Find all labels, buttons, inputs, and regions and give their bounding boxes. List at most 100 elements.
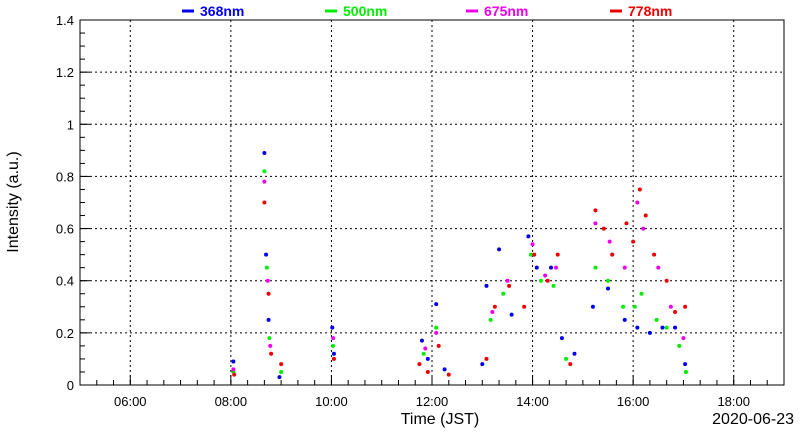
points-layer: [231, 150, 688, 380]
y-tick-label: 0.6: [56, 222, 74, 237]
data-point: [262, 169, 267, 174]
x-axis-title: Time (JST): [401, 411, 480, 428]
data-point: [647, 330, 652, 335]
data-point: [231, 359, 236, 364]
data-point: [532, 252, 537, 257]
data-point: [538, 278, 543, 283]
data-point: [559, 336, 564, 341]
data-point: [683, 304, 688, 309]
data-point: [624, 221, 629, 226]
data-point: [264, 265, 269, 270]
data-point: [664, 278, 669, 283]
data-point: [593, 221, 598, 226]
data-point: [484, 283, 489, 288]
x-tick-label: 18:00: [717, 394, 750, 409]
data-point: [269, 351, 274, 356]
y-tick-label: 0.2: [56, 326, 74, 341]
series-2: [231, 179, 686, 372]
data-point: [522, 304, 527, 309]
data-point: [549, 265, 554, 270]
x-tick-label: 12:00: [416, 394, 449, 409]
data-point: [231, 367, 236, 372]
data-point: [683, 362, 688, 367]
data-point: [331, 343, 336, 348]
data-point: [555, 252, 560, 257]
data-point: [279, 362, 284, 367]
legend-label: 368nm: [200, 3, 244, 19]
data-point: [551, 283, 556, 288]
data-point: [568, 362, 573, 367]
data-point: [593, 208, 598, 213]
data-point: [446, 372, 451, 377]
x-tick-label: 10:00: [315, 394, 348, 409]
data-point: [622, 265, 627, 270]
y-tick-label: 0.4: [56, 274, 74, 289]
data-point: [673, 310, 678, 314]
data-point: [268, 343, 273, 348]
data-point: [265, 278, 270, 283]
legend-label: 778nm: [628, 3, 672, 19]
data-point: [331, 336, 336, 341]
data-point: [606, 286, 610, 291]
series-0: [231, 150, 688, 380]
data-point: [534, 265, 539, 270]
data-point: [480, 362, 485, 367]
data-point: [639, 291, 644, 296]
data-point: [442, 367, 447, 372]
data-point: [554, 265, 559, 270]
data-point: [564, 356, 569, 361]
legend-label: 675nm: [484, 3, 528, 19]
data-point: [683, 369, 688, 374]
data-point: [656, 265, 661, 270]
ticks-layer: 06:00 08:00 10:00 12:00 14:00 16:00 18:00 0 0.2 0…: [56, 13, 785, 409]
data-point: [610, 252, 615, 257]
data-point: [635, 325, 640, 330]
x-tick-label: 16:00: [617, 394, 650, 409]
data-point: [530, 242, 535, 247]
data-point: [262, 150, 267, 155]
data-point: [606, 278, 610, 283]
x-tick-label: 08:00: [215, 394, 248, 409]
data-point: [262, 179, 267, 184]
data-point: [232, 372, 237, 377]
data-point: [593, 265, 598, 270]
data-point: [528, 252, 533, 257]
y-tick-label: 1.4: [56, 13, 74, 28]
data-point: [622, 317, 627, 322]
data-point: [266, 291, 271, 296]
legend: 368nm 500nm 675nm 778nm: [182, 3, 672, 19]
data-point: [677, 343, 682, 348]
data-point: [507, 283, 512, 288]
data-point: [423, 346, 428, 351]
data-point: [277, 375, 282, 380]
y-tick-label: 0: [67, 378, 74, 393]
data-point: [654, 317, 659, 322]
data-point: [652, 252, 657, 257]
data-point: [545, 278, 550, 283]
data-point: [330, 325, 335, 330]
data-point: [631, 239, 636, 244]
data-point: [425, 369, 430, 374]
series-1: [231, 169, 688, 374]
data-point: [501, 291, 506, 296]
y-tick-label: 1.2: [56, 65, 74, 80]
series-3: [232, 187, 688, 377]
data-point: [490, 310, 495, 314]
data-point: [434, 325, 439, 330]
data-point: [421, 351, 426, 356]
data-point: [331, 351, 336, 356]
data-point: [434, 302, 439, 307]
data-point: [632, 304, 637, 309]
data-point: [641, 226, 646, 231]
data-point: [660, 325, 665, 330]
data-point: [492, 304, 497, 309]
data-point: [509, 312, 514, 317]
data-point: [621, 304, 626, 309]
data-point: [262, 200, 267, 205]
data-point: [279, 369, 284, 374]
legend-label: 500nm: [343, 3, 387, 19]
y-axis-title: Intensity (a.u.): [5, 151, 22, 252]
data-point: [488, 317, 493, 322]
data-point: [668, 304, 673, 309]
data-point: [526, 234, 531, 239]
